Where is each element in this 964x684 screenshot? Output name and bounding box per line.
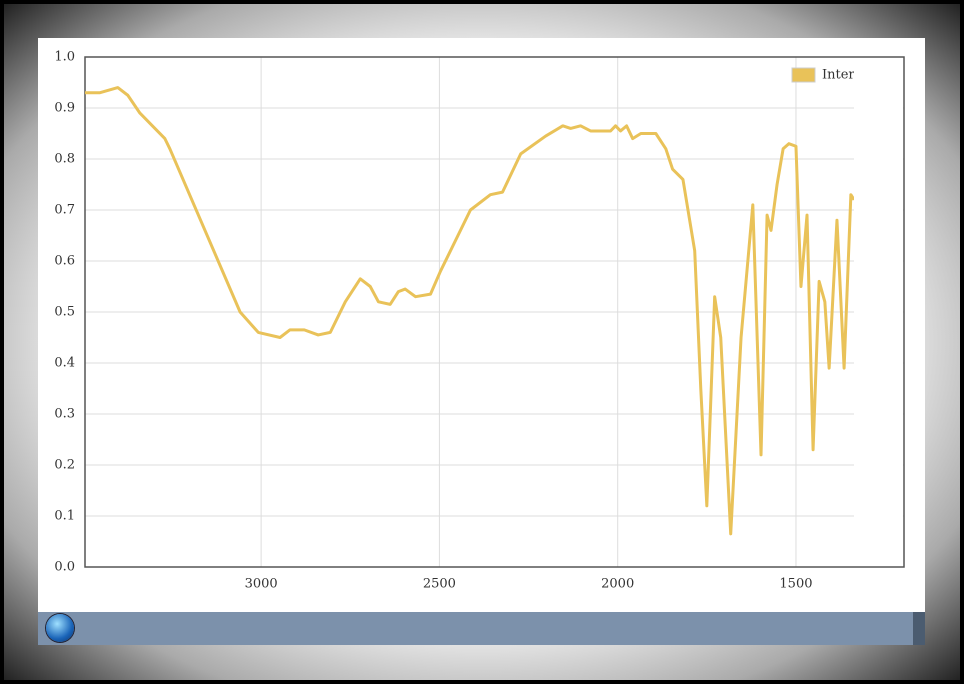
y-tick-label: 0.5 xyxy=(54,305,75,320)
legend-clip xyxy=(854,62,903,88)
spectrum-line xyxy=(85,86,856,536)
y-tick-label: 0.2 xyxy=(54,458,75,473)
taskbar xyxy=(38,612,925,645)
plot-frame xyxy=(84,56,905,568)
y-tick-label: 0.7 xyxy=(54,203,75,218)
y-tick-label: 0.4 xyxy=(54,356,75,371)
x-tick-label: 3000 xyxy=(245,577,278,592)
overlay-panel xyxy=(854,58,903,566)
y-tick-label: 0.8 xyxy=(54,152,75,167)
y-tick-label: 0.0 xyxy=(54,560,75,575)
y-tick-label: 0.3 xyxy=(54,407,75,422)
start-button[interactable] xyxy=(46,614,74,642)
y-tick-label: 1.0 xyxy=(54,50,75,65)
tray xyxy=(913,612,925,645)
legend-label: Inter xyxy=(822,68,855,83)
y-tick-label: 0.1 xyxy=(54,509,75,524)
y-tick-label: 0.6 xyxy=(54,254,75,269)
x-tick-label: 2500 xyxy=(423,577,456,592)
x-tick-label: 2000 xyxy=(601,577,634,592)
y-tick-label: 0.9 xyxy=(54,101,75,116)
x-tick-label: 1500 xyxy=(779,577,812,592)
legend-swatch xyxy=(791,67,816,83)
